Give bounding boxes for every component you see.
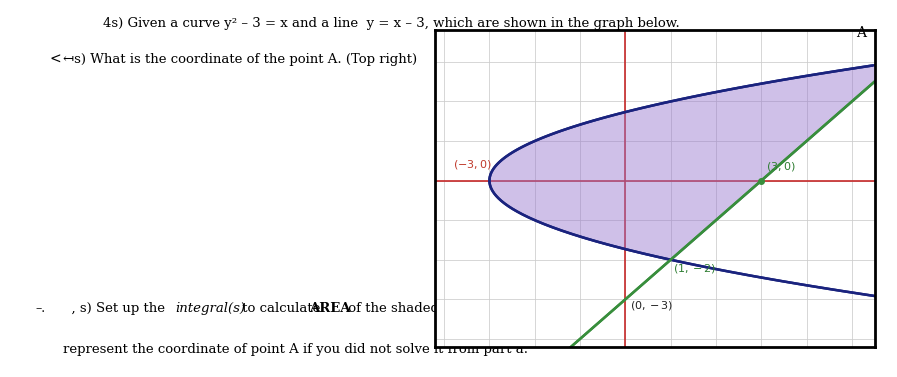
Text: ↤s) What is the coordinate of the point A. (Top right): ↤s) What is the coordinate of the point … [63,53,417,66]
Text: 4s) Given a curve y² – 3 = x and a line  y = x – 3, which are shown in the graph: 4s) Given a curve y² – 3 = x and a line … [103,17,680,30]
Text: A: A [857,26,867,40]
Text: integral(s): integral(s) [175,302,245,314]
Text: , s) Set up the: , s) Set up the [63,302,169,314]
Text: AREA: AREA [309,302,351,314]
Text: represent the coordinate of point A if you did not solve it from part a.: represent the coordinate of point A if y… [63,343,527,356]
Text: $(3, 0)$: $(3, 0)$ [766,161,796,173]
Text: of the shaded region. Use (a, b) to: of the shaded region. Use (a, b) to [344,302,577,314]
Text: $(0, -3)$: $(0, -3)$ [630,299,673,312]
Text: <: < [49,53,61,67]
Text: –.: –. [36,302,46,314]
Text: $(-3, 0)$: $(-3, 0)$ [453,158,492,171]
Text: $(1, -2)$: $(1, -2)$ [673,262,716,275]
Text: to calculate: to calculate [238,302,325,314]
